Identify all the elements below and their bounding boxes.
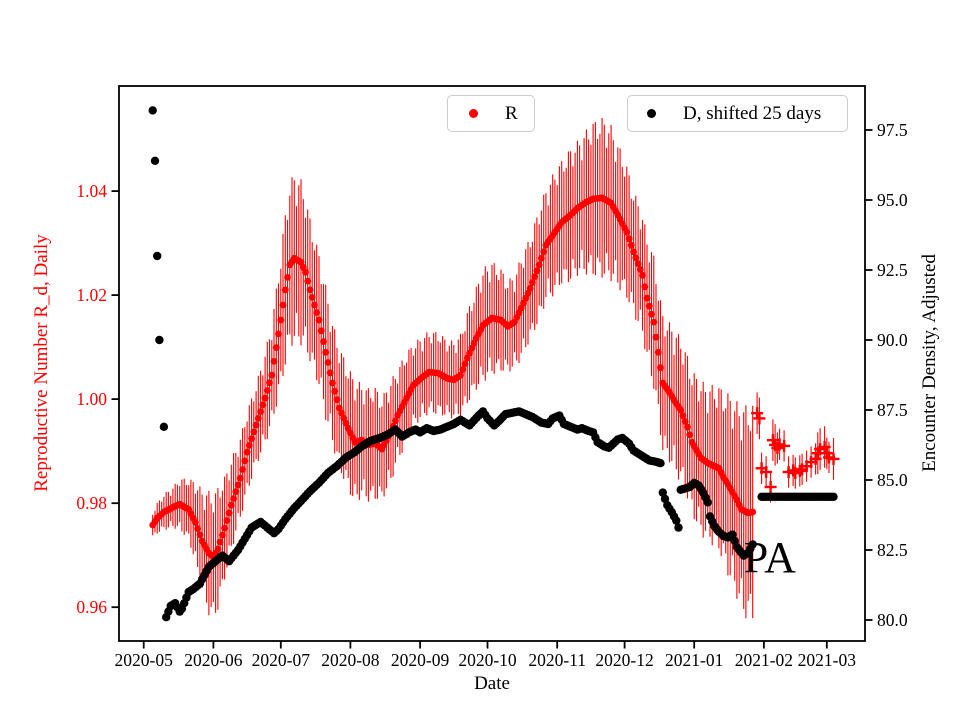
svg-text:90.0: 90.0 [877,330,908,350]
legend-label-d: D, shifted 25 days [683,102,822,124]
legend-red-dot-icon [469,109,478,118]
svg-text:2020-12: 2020-12 [595,650,653,670]
svg-text:92.5: 92.5 [877,260,908,280]
svg-text:2020-10: 2020-10 [458,650,517,670]
y-axis-left-ticks: 0.96 0.98 1.00 1.02 1.04 [76,181,119,617]
legend-d-series: D, shifted 25 days [627,95,848,132]
svg-text:95.0: 95.0 [877,190,908,210]
svg-text:1.04: 1.04 [76,181,107,201]
svg-text:2020-06: 2020-06 [184,650,243,670]
annotation-pa: PA [743,533,796,583]
svg-text:0.98: 0.98 [76,493,107,513]
svg-text:2021-03: 2021-03 [798,650,857,670]
svg-text:1.02: 1.02 [76,285,107,305]
plot-spines [118,85,866,642]
r-series-plus-markers [751,392,840,503]
r-series-dots [149,194,757,561]
svg-text:1.00: 1.00 [76,389,107,409]
svg-text:2020-08: 2020-08 [321,650,380,670]
svg-text:82.5: 82.5 [877,540,908,560]
svg-text:2021-02: 2021-02 [735,650,793,670]
x-axis-title: Date [474,673,510,694]
y-axis-right-ticks: 80.0 82.5 85.0 87.5 90.0 92.5 95.0 97.5 [865,120,908,630]
legend-label-r: R [505,102,518,124]
x-axis-ticks: 2020-05 2020-06 2020-07 2020-08 2020-09 2020-… [115,641,857,670]
d-series-dots [148,106,838,622]
svg-text:97.5: 97.5 [877,120,908,140]
svg-text:87.5: 87.5 [877,400,908,420]
svg-text:2020-11: 2020-11 [528,650,586,670]
svg-text:0.96: 0.96 [76,597,107,617]
svg-text:2020-09: 2020-09 [391,650,450,670]
y-axis-title-right: Encounter Density, Adjusted [919,254,940,472]
svg-text:2020-07: 2020-07 [252,650,311,670]
svg-text:2021-01: 2021-01 [665,650,723,670]
legend-r-series: R [447,95,535,132]
legend-black-dot-icon [647,109,656,118]
svg-text:80.0: 80.0 [877,610,908,630]
svg-text:85.0: 85.0 [877,470,908,490]
y-axis-title-left: Reproductive Number R_d, Daily [31,234,52,492]
svg-text:2020-05: 2020-05 [115,650,174,670]
